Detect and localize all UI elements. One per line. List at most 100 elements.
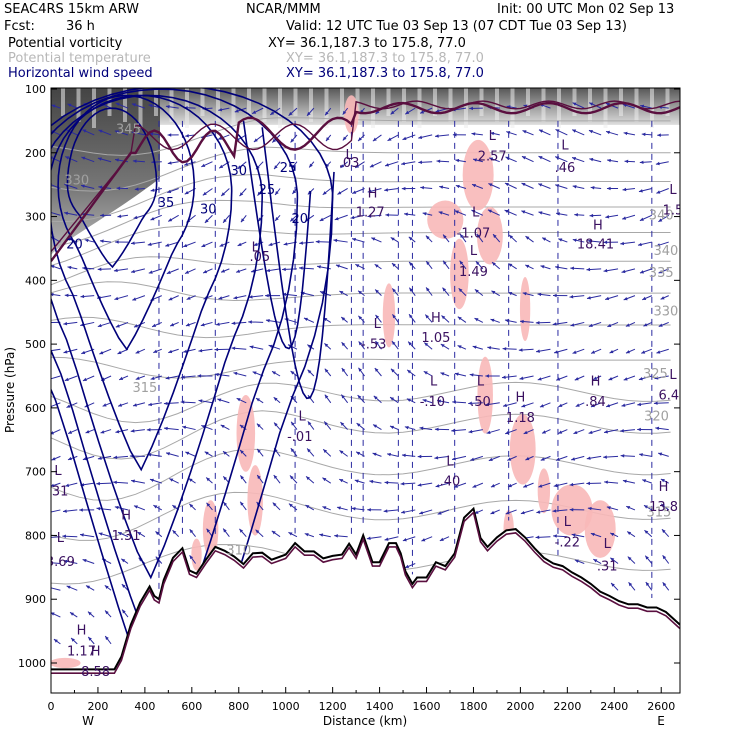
wind-vector-head [469, 106, 473, 111]
wind-vector-head [472, 484, 477, 488]
wind-vector-head [150, 376, 155, 380]
wind-vector-head [304, 533, 309, 537]
wind-vector-head [570, 323, 575, 327]
wind-vector-head [519, 376, 524, 380]
wind-vector-head [239, 424, 244, 429]
wind-vector-head [85, 430, 90, 434]
wind-vector-head [206, 502, 211, 507]
wind-vector-head [608, 377, 613, 381]
wind-vector-head [88, 636, 92, 641]
extremum-value: .05 [250, 250, 271, 265]
positive-pv-shading [236, 395, 256, 472]
stratosphere-streak [665, 88, 670, 116]
wind-vector-head [165, 105, 170, 109]
wind-vector-head [358, 315, 363, 320]
wind-vector [51, 211, 61, 216]
theta-label: 340 [654, 244, 679, 259]
wind-vector-head [206, 528, 211, 533]
wind-vector-head [82, 129, 87, 133]
wind-speed-contour [51, 88, 299, 675]
wind-vector-head [508, 263, 513, 267]
wind-vector-head [167, 189, 172, 194]
wind-vector-head [436, 159, 441, 163]
wind-vector-head [490, 131, 495, 136]
wind-vector-head [355, 264, 360, 268]
model-title: SEAC4RS 15km ARW [4, 2, 140, 17]
theta-label: 315 [646, 505, 671, 520]
wind-vector-head [656, 190, 661, 194]
stratosphere-streak [495, 88, 499, 122]
wind-vector-head [605, 215, 610, 219]
wind-vector-head [256, 398, 260, 402]
wind-vector-head [573, 430, 578, 435]
wind-vector-head [116, 186, 121, 191]
wind-vector-head [604, 480, 608, 484]
wind-vector-head [490, 318, 495, 323]
wind-vector-head [606, 186, 611, 191]
wind-vector-head [536, 510, 541, 514]
wind-speed-contour [57, 94, 196, 351]
wind-vector-head [250, 269, 255, 273]
wind-vector-head [639, 453, 643, 457]
wind-vector-head [373, 395, 378, 400]
theta-contour [51, 281, 671, 302]
wind-vector-head [100, 213, 104, 218]
wind-vector-head [202, 191, 207, 196]
wind-vector-head [657, 133, 661, 137]
extremum-value: -.10 [420, 395, 445, 410]
wind-vector-head [375, 341, 380, 345]
wind-vector-head [249, 345, 254, 349]
legend-pv-xy: XY= 36.1,187.3 to 175.8, 77.0 [268, 36, 466, 51]
wind-vector-head [425, 235, 430, 240]
stratosphere-streak [371, 88, 375, 128]
stratosphere-streak [76, 88, 81, 122]
wind-vector-head [51, 612, 55, 616]
extremum-value: 18.41 [577, 237, 614, 252]
wind-vector-head [593, 559, 598, 563]
wind-vector-head [306, 476, 310, 481]
wind-vector-head [115, 158, 119, 162]
wind-vector-head [167, 133, 172, 137]
extremum-value: .31 [48, 484, 69, 499]
wind-vector-head [469, 373, 474, 377]
wind-vector-head [113, 455, 118, 460]
extremum-value: -.22 [555, 535, 580, 550]
wind-vector-head [661, 503, 666, 508]
wind-vector-head [240, 218, 245, 223]
wind-vector-head [471, 132, 476, 136]
wind-vector-head [553, 534, 557, 538]
wind-vector-head [522, 292, 527, 296]
wind-vector-head [655, 426, 660, 431]
wind-vector-head [490, 484, 495, 488]
wind-vector-head [189, 529, 194, 534]
wind-vector-head [503, 403, 507, 408]
wind-vector-head [148, 270, 153, 274]
wind-vector-head [118, 403, 123, 407]
wind-vector-head [392, 314, 396, 319]
wind-vector-head [237, 242, 242, 246]
wind-vector-head [418, 160, 423, 165]
wind-vector-head [367, 189, 372, 193]
wind-vector-head [639, 160, 644, 165]
extremum-value: .03 [339, 156, 360, 171]
extremum-value: -.53 [361, 338, 386, 353]
wind-vector-head [115, 429, 120, 434]
wind-vector-head [521, 210, 526, 214]
x-tick-label: 800 [228, 700, 249, 713]
wind-vector-head [342, 136, 347, 141]
extremum-value: 3.69 [46, 555, 75, 570]
wind-vector-head [133, 324, 138, 328]
positive-pv-shading [462, 139, 494, 211]
positive-pv-shading [247, 465, 263, 536]
wind-vector-head [442, 287, 447, 292]
wind-vector-head [540, 265, 545, 269]
wind-vector-head [163, 426, 168, 431]
wind-vector-head [571, 457, 576, 461]
wind-vector-head [290, 370, 295, 375]
wind-vector-head [317, 265, 321, 269]
extremum-value: 1.31 [112, 529, 141, 544]
wind-vector-head [490, 510, 495, 515]
wind-vector-head [454, 372, 459, 376]
wind-vector-head [134, 187, 139, 191]
y-tick-label: 100 [25, 83, 46, 96]
